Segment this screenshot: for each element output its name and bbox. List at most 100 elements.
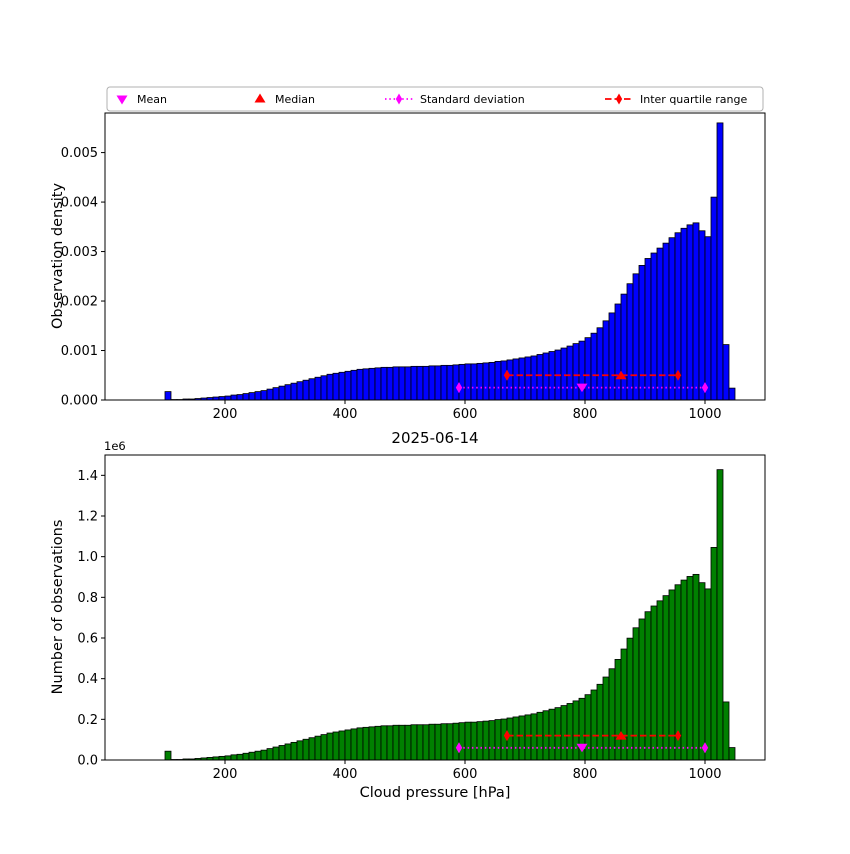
hist-bar [453, 723, 459, 760]
x-tick-label: 200 [213, 407, 238, 422]
hist-bar [573, 701, 579, 760]
hist-bar [687, 576, 693, 760]
hist-bar [717, 123, 723, 400]
hist-bar [477, 363, 483, 400]
y-axis-offset-text: 1e6 [104, 439, 126, 453]
hist-bar [363, 369, 369, 400]
x-tick-label: 1000 [688, 407, 721, 422]
hist-bar [441, 724, 447, 760]
hist-bar [273, 747, 279, 760]
hist-bar [411, 366, 417, 400]
hist-bar [273, 388, 279, 400]
hist-bar [687, 225, 693, 400]
hist-bar [627, 638, 633, 760]
hist-bar [525, 357, 531, 400]
hist-bar [693, 574, 699, 760]
hist-bar [327, 374, 333, 400]
hist-bar [639, 265, 645, 400]
hist-bar [375, 726, 381, 760]
hist-bar [663, 243, 669, 400]
hist-bar [693, 223, 699, 400]
hist-bar [621, 294, 627, 400]
hist-bar [429, 724, 435, 760]
hist-bar [231, 395, 237, 400]
hist-bar [465, 364, 471, 400]
hist-bar [309, 379, 315, 400]
hist-bar [291, 742, 297, 760]
hist-bar [519, 358, 525, 400]
hist-bar [561, 348, 567, 400]
hist-bar [441, 365, 447, 400]
hist-bar [459, 723, 465, 760]
hist-bar [387, 367, 393, 400]
hist-bar [405, 367, 411, 400]
hist-bar [285, 385, 291, 400]
x-tick-label: 800 [573, 407, 598, 422]
legend: Mean Median Standard deviation Inter qua… [107, 87, 763, 111]
x-axis-label: Cloud pressure [hPa] [360, 785, 511, 801]
hist-bar [219, 397, 225, 400]
hist-bar [249, 393, 255, 400]
hist-bar [411, 725, 417, 760]
hist-bar [657, 248, 663, 400]
hist-bar [633, 274, 639, 400]
hist-bar [669, 590, 675, 760]
legend-iqr-label: Inter quartile range [640, 93, 747, 106]
hist-bar [711, 197, 717, 400]
hist-bar [507, 360, 513, 400]
hist-bar [243, 394, 249, 400]
hist-bar [375, 368, 381, 400]
hist-bar [729, 748, 735, 760]
hist-bar [525, 715, 531, 760]
hist-bar [423, 725, 429, 760]
hist-bar [231, 755, 237, 760]
hist-bar [465, 722, 471, 760]
hist-bar [597, 328, 603, 400]
hist-bar [237, 754, 243, 760]
hist-bar [321, 735, 327, 760]
hist-bar [309, 738, 315, 760]
hist-bar [399, 725, 405, 760]
hist-bar [705, 589, 711, 760]
legend-mean-label: Mean [137, 93, 167, 106]
y-tick-label: 1.2 [77, 510, 98, 525]
y-tick-label: 0.4 [77, 672, 98, 687]
hist-bar [483, 363, 489, 400]
hist-bar [165, 751, 171, 760]
hist-bar [501, 361, 507, 400]
y-tick-label: 0.2 [77, 713, 98, 728]
x-tick-label: 400 [333, 767, 358, 782]
hist-bar [315, 736, 321, 760]
hist-bar [447, 365, 453, 400]
hist-bar [225, 396, 231, 400]
y-tick-label: 0.005 [61, 146, 98, 161]
top-y-axis-label: Observation density [50, 183, 66, 329]
hist-bar [351, 729, 357, 760]
hist-bar [303, 380, 309, 400]
hist-bar [297, 382, 303, 400]
hist-bar [645, 258, 651, 400]
legend-median-label: Median [275, 93, 315, 106]
hist-bar [531, 714, 537, 760]
hist-bar [639, 619, 645, 760]
hist-bar [267, 749, 273, 760]
hist-bar [357, 369, 363, 400]
hist-bar [315, 377, 321, 400]
hist-bar [453, 365, 459, 400]
y-tick-label: 0.001 [61, 344, 98, 359]
hist-bar [255, 751, 261, 760]
hist-bar [243, 753, 249, 760]
hist-bar [729, 388, 735, 400]
hist-bar [303, 739, 309, 760]
hist-bar [567, 703, 573, 760]
x-tick-label: 600 [453, 767, 478, 782]
hist-bar [399, 367, 405, 400]
hist-bar [387, 726, 393, 760]
hist-bar [543, 353, 549, 400]
hist-bar [489, 721, 495, 760]
hist-bar [405, 725, 411, 760]
hist-bar [297, 741, 303, 760]
